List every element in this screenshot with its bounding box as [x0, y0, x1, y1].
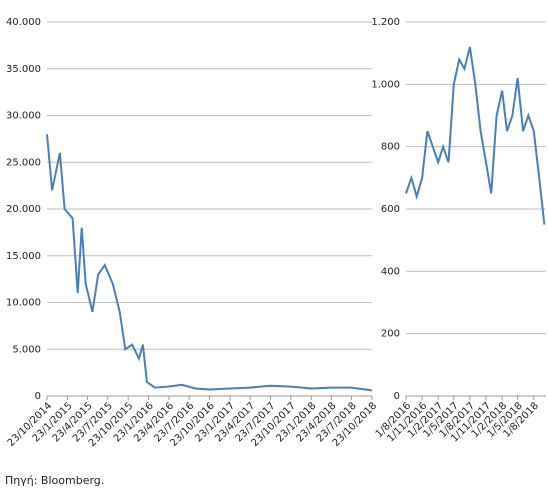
y-tick-label: 5.000 [12, 344, 41, 355]
y-tick-label: 800 [381, 142, 400, 153]
y-tick-label: 40.000 [6, 17, 41, 28]
source-note: Πηγή: Bloomberg. [5, 474, 105, 487]
y-tick-label: 400 [381, 266, 400, 277]
line [46, 134, 373, 392]
charts: 0 5.000 10.000 15.000 20.000 25.000 30.000 35.0… [6, 17, 546, 449]
y-tick-label: 35.000 [6, 64, 41, 75]
y-tick-label: 0 [394, 391, 400, 402]
y-tick-label: 30.000 [6, 111, 41, 122]
y-tick-label: 600 [381, 204, 400, 215]
page: {"chart_data": [ {"type": "line", "x": [… [5, 17, 546, 487]
y-tick-label: 1.200 [371, 17, 400, 28]
y-tick-label: 10.000 [6, 298, 41, 309]
y-tick-label: 200 [381, 329, 400, 340]
y-tick-label: 0 [35, 391, 41, 402]
y-tick-label: 15.000 [6, 251, 41, 262]
y-tick-label: 25.000 [6, 157, 41, 168]
line [405, 46, 546, 225]
y-tick-label: 1.000 [371, 79, 400, 90]
y-tick-label: 20.000 [6, 204, 41, 215]
